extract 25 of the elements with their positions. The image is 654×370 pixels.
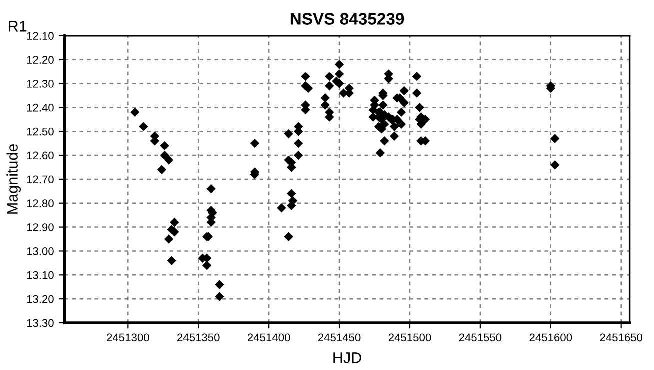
y-tick-label: 13.00 bbox=[27, 247, 54, 256]
text: R1 bbox=[9, 21, 27, 32]
x-tick-label: 2451650 bbox=[600, 334, 643, 342]
y-tick-label: 12.10 bbox=[27, 32, 54, 40]
x-tick-label: 2451350 bbox=[178, 334, 220, 342]
y-tick-label: 13.10 bbox=[27, 271, 54, 280]
y-tick-label: 12.40 bbox=[27, 104, 54, 112]
x-tick-label: 2451300 bbox=[107, 334, 150, 342]
y-tick-label: 12.60 bbox=[27, 152, 54, 160]
y-axis-title: Magnitude bbox=[6, 144, 21, 214]
y-tick-label: 13.20 bbox=[27, 295, 54, 304]
y-tick-label: 12.90 bbox=[27, 224, 54, 232]
y-tick-label: 12.70 bbox=[27, 176, 54, 184]
chart-title: NSVS 8435239 bbox=[290, 13, 404, 25]
y-tick-label: 12.20 bbox=[27, 56, 54, 64]
x-axis-title: HJD bbox=[334, 352, 362, 364]
y-tick-label: 12.50 bbox=[27, 128, 54, 136]
x-tick-label: 2451450 bbox=[318, 334, 361, 342]
y-tick-label: 12.30 bbox=[27, 80, 54, 88]
x-tick-label: 2451500 bbox=[388, 334, 432, 342]
x-tick-label: 2451600 bbox=[530, 334, 572, 342]
x-tick-label: 2451400 bbox=[248, 334, 290, 342]
y-tick-label: 12.80 bbox=[27, 200, 54, 208]
x-tick-label: 2451550 bbox=[459, 334, 502, 342]
y-tick-label: 13.30 bbox=[27, 319, 54, 328]
